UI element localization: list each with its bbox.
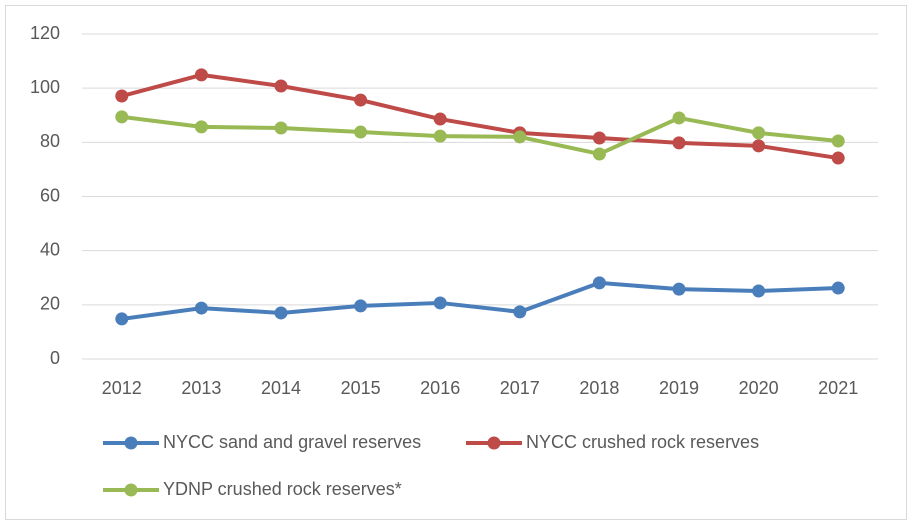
x-tick-label: 2020 <box>739 378 779 398</box>
legend-marker <box>487 436 501 450</box>
point <box>194 68 208 82</box>
point <box>831 281 845 295</box>
x-tick-label: 2021 <box>818 378 858 398</box>
point <box>354 93 368 107</box>
legend-label: NYCC crushed rock reserves <box>526 432 759 452</box>
point <box>115 312 129 326</box>
y-tick-label: 20 <box>40 294 60 314</box>
y-tick-label: 100 <box>30 77 60 97</box>
point <box>672 111 686 125</box>
y-tick-label: 40 <box>40 239 60 259</box>
point <box>672 282 686 296</box>
y-tick-label: 120 <box>30 23 60 43</box>
point <box>672 136 686 150</box>
point <box>433 296 447 310</box>
x-tick-label: 2019 <box>659 378 699 398</box>
point <box>274 306 288 320</box>
point <box>592 276 606 290</box>
point <box>354 299 368 313</box>
chart-border <box>5 5 907 520</box>
legend-marker <box>124 483 138 497</box>
series-line <box>119 114 841 156</box>
point <box>194 120 208 134</box>
point <box>513 130 527 144</box>
point <box>592 131 606 145</box>
series-line <box>119 72 841 161</box>
point <box>115 89 129 103</box>
point <box>194 301 208 315</box>
legend-label: YDNP crushed rock reserves* <box>163 479 402 499</box>
point <box>354 125 368 139</box>
x-tick-label: 2013 <box>181 378 221 398</box>
x-tick-label: 2012 <box>102 378 142 398</box>
x-tick-label: 2018 <box>579 378 619 398</box>
x-tick-label: 2016 <box>420 378 460 398</box>
point <box>752 284 766 298</box>
point <box>592 147 606 161</box>
point <box>274 79 288 93</box>
legend-marker <box>124 436 138 450</box>
legend-label: NYCC sand and gravel reserves <box>163 432 421 452</box>
x-tick-label: 2017 <box>500 378 540 398</box>
point <box>752 139 766 153</box>
point <box>274 121 288 135</box>
point <box>513 305 527 319</box>
point <box>831 134 845 148</box>
x-tick-label: 2015 <box>341 378 381 398</box>
y-tick-label: 0 <box>50 348 60 368</box>
point <box>752 126 766 140</box>
point <box>115 110 129 124</box>
series-line <box>119 280 841 321</box>
y-tick-label: 60 <box>40 185 60 205</box>
point <box>433 112 447 126</box>
point <box>831 151 845 165</box>
point <box>433 129 447 143</box>
x-tick-label: 2014 <box>261 378 301 398</box>
y-tick-label: 80 <box>40 131 60 151</box>
